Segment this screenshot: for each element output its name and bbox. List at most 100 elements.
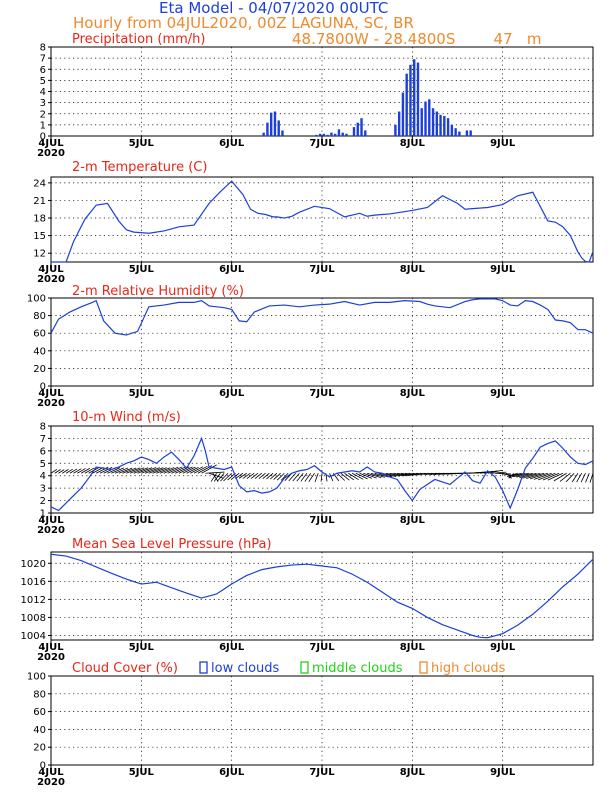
wind-arrow — [193, 465, 208, 474]
wind-arrow — [144, 467, 160, 474]
wind-arrow — [351, 472, 364, 480]
precip-bar — [401, 92, 405, 136]
wind-arrow — [296, 472, 304, 482]
precip-bar — [394, 124, 397, 136]
precip-bar — [273, 111, 277, 136]
y-tick-label: 7 — [40, 434, 46, 445]
y-tick-label: 60 — [33, 329, 46, 340]
header-title: Eta Model - 04/07/2020 00UTC — [159, 0, 388, 17]
y-tick-label: 4 — [40, 87, 46, 98]
wind-arrow — [533, 472, 552, 480]
precip-bar — [364, 130, 367, 136]
wind-arrow — [314, 473, 319, 482]
precip-bar — [333, 133, 337, 136]
wind-arrow — [276, 472, 285, 481]
y-tick-label: 21 — [33, 196, 46, 207]
precip-bar — [352, 127, 356, 136]
wind-arrow — [250, 472, 259, 479]
y-tick-label: 3 — [40, 98, 46, 109]
wind-arrow — [529, 472, 548, 480]
precip-bar — [322, 133, 326, 136]
precip-bar — [337, 129, 341, 136]
wind-arrow — [576, 473, 583, 483]
y-tick-label: 12 — [33, 249, 46, 260]
precip-bar — [345, 133, 348, 136]
panel-title: 2-m Temperature (C) — [72, 160, 207, 175]
wind-arrow — [80, 467, 91, 474]
wind-arrow — [129, 467, 145, 474]
x-tick-label: 9JUL — [490, 767, 516, 778]
x-tick-label: 8JUL — [400, 515, 426, 526]
precip-bar — [360, 118, 363, 136]
wind-arrow — [50, 468, 58, 474]
legend-swatch — [300, 661, 309, 674]
y-tick-label: 60 — [33, 707, 46, 718]
wind-arrow — [553, 472, 567, 482]
precip-bar — [469, 130, 472, 136]
wind-arrow — [99, 466, 113, 474]
x-tick-label: 7JUL — [309, 642, 335, 653]
precip-bar — [446, 118, 450, 136]
wind-arrow — [542, 472, 560, 481]
legend-label: middle clouds — [312, 661, 403, 676]
x-tick-label: 5JUL — [129, 264, 155, 275]
wind-arrow — [526, 472, 545, 479]
wind-arrow — [329, 473, 334, 482]
wind-arrow — [126, 467, 141, 474]
wind-arrow — [118, 467, 133, 474]
panel-frame — [50, 176, 594, 263]
wind-arrow — [304, 472, 312, 482]
wind-arrow — [559, 472, 571, 482]
panel-5: 1004 1008 1012 1016 1020 4JUL 5JUL 6JUL 7JUL 8JUL… — [21, 537, 594, 663]
x-tick-label: 9JUL — [490, 515, 516, 526]
wind-arrow — [416, 472, 428, 476]
wind-arrow — [137, 467, 153, 474]
y-tick-label: 15 — [33, 231, 46, 242]
wind-arrow — [269, 472, 278, 480]
wind-arrow — [246, 472, 255, 479]
precip-bar — [405, 73, 408, 136]
y-tick-label: 100 — [27, 294, 46, 305]
y-tick-label: 1004 — [21, 631, 46, 642]
y-tick-label: 40 — [33, 725, 46, 736]
y-tick-label: 8 — [40, 422, 46, 433]
wind-arrow — [348, 472, 359, 481]
precip-bar — [435, 111, 438, 136]
wind-arrow — [186, 466, 199, 474]
header-location: 48.7800W - 28.4800S 47 m — [292, 30, 542, 48]
precip-bar — [454, 128, 457, 136]
wind-arrow — [62, 469, 69, 474]
wind-arrow — [152, 467, 167, 474]
legend-swatch — [419, 661, 428, 674]
wind-arrow — [355, 472, 368, 480]
wind-arrow — [220, 472, 229, 482]
y-tick-label: 1 — [40, 120, 46, 131]
wind-arrow — [54, 469, 61, 474]
precip-bar — [431, 108, 435, 136]
wind-arrow — [393, 472, 408, 477]
cloud-legend: low clouds middle clouds high clouds — [199, 661, 506, 676]
wind-arrow — [201, 464, 217, 474]
y-tick-label: 1016 — [21, 577, 46, 588]
wind-arrow — [107, 467, 121, 474]
y-tick-label: 8 — [40, 43, 46, 54]
y-tick-label: 5 — [40, 76, 46, 87]
wind-arrow — [516, 472, 533, 478]
wind-arrow — [141, 467, 157, 474]
panel-4: 1 23 45 678 4JUL 5JUL 6JUL 7JUL 8JUL 9JUL 2020 10-m… — [37, 410, 594, 536]
wind-arrow — [212, 473, 219, 482]
precip-bar — [341, 132, 344, 136]
x-year-label: 2020 — [37, 274, 65, 285]
wind-arrow — [506, 472, 518, 478]
precip-bar — [315, 134, 318, 136]
precip-bar — [266, 122, 269, 136]
x-year-label: 2020 — [37, 652, 65, 663]
precip-bar — [269, 112, 273, 136]
x-tick-label: 4JUL — [38, 138, 64, 149]
wind-arrow — [370, 472, 386, 478]
wind-arrow — [565, 472, 575, 483]
wind-arrow — [258, 472, 266, 479]
precip-bar — [318, 133, 322, 136]
wind-arrow — [262, 472, 270, 480]
